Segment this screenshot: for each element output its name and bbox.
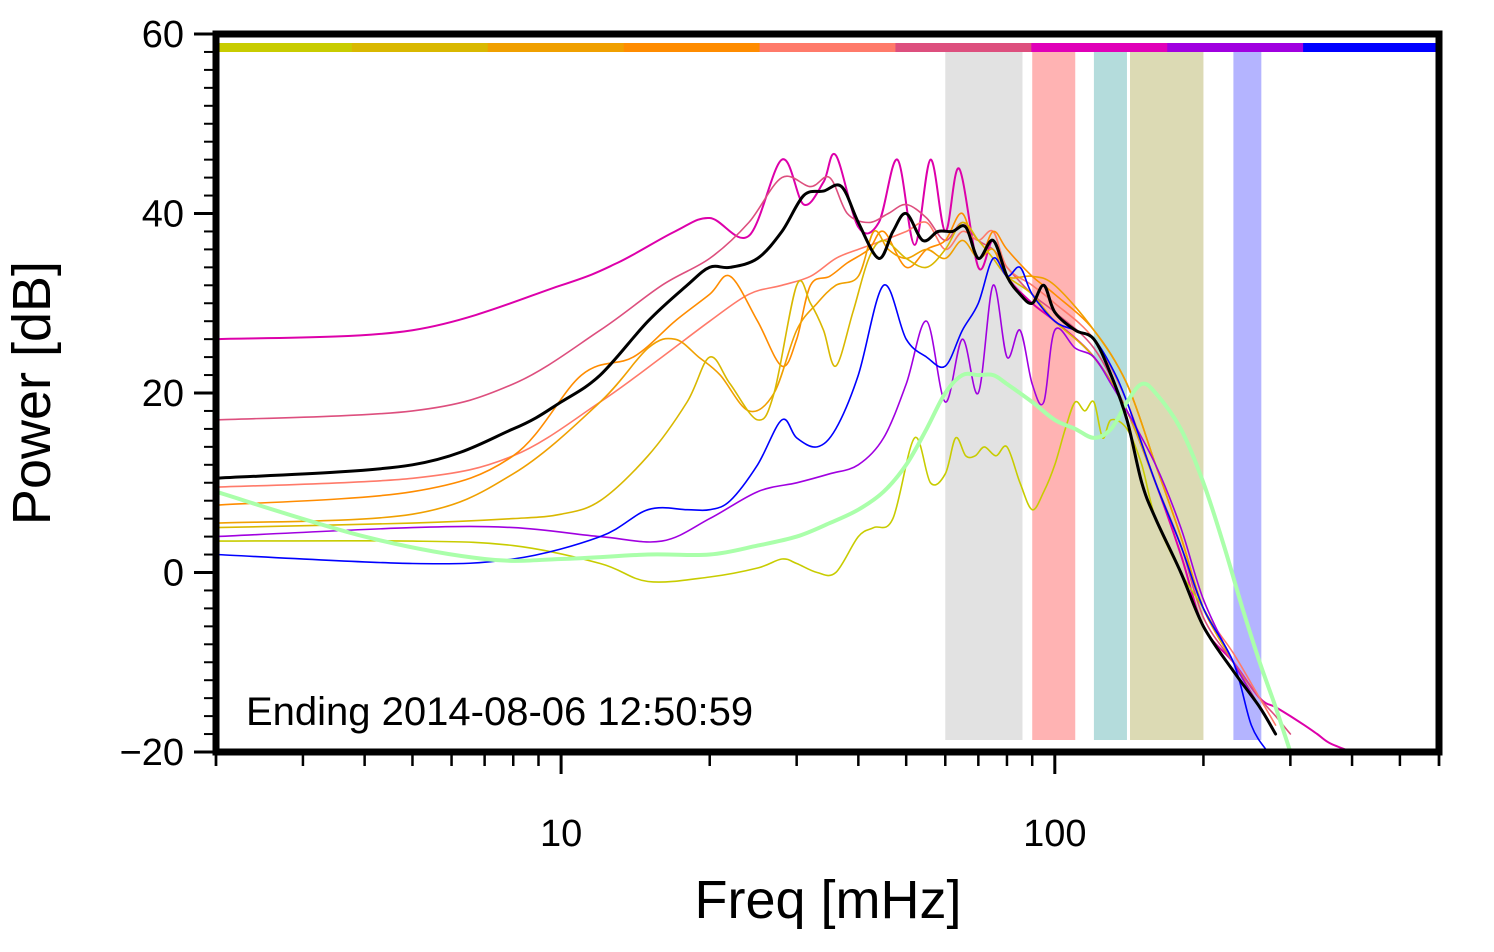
- x-axis-ticks: 10 100: [214, 752, 1441, 855]
- band-0: [945, 52, 1023, 740]
- x-tick-label: 100: [1023, 813, 1086, 855]
- x-axis-title: Freq [mHz]: [694, 870, 961, 930]
- color-bar-segment-5: [895, 43, 1032, 52]
- y-tick-label: −20: [120, 732, 184, 774]
- color-bar-segment-8: [1303, 43, 1440, 52]
- series-line-5: [216, 221, 1261, 708]
- band-1: [1032, 52, 1076, 740]
- color-bar-segment-6: [1031, 43, 1168, 52]
- series-line-6: [216, 400, 1261, 708]
- annotation-text: Ending 2014-08-06 12:50:59: [246, 690, 753, 734]
- color-bar-segment-4: [759, 43, 896, 52]
- y-axis-ticks: −20 0 20 40 60: [120, 14, 216, 774]
- color-bar-segment-2: [487, 43, 625, 52]
- x-tick-label: 10: [540, 813, 582, 855]
- y-tick-label: 40: [142, 194, 184, 236]
- y-tick-label: 60: [142, 14, 184, 56]
- y-tick-label: 0: [163, 553, 184, 595]
- band-3: [1130, 52, 1204, 740]
- band-4: [1233, 52, 1262, 740]
- series-line-4: [216, 229, 1277, 735]
- y-tick-label: 20: [142, 373, 184, 415]
- series-lines: [216, 152, 1401, 752]
- color-bar-segment-7: [1167, 43, 1304, 52]
- y-axis-title: Power [dB]: [2, 261, 62, 525]
- series-line-9: [216, 371, 1293, 752]
- series-line-10: [216, 183, 1278, 736]
- color-bar-segment-1: [351, 43, 489, 52]
- color-bar-segment-3: [623, 43, 761, 52]
- top-color-bar: [216, 43, 1440, 52]
- color-bar-segment-0: [216, 43, 353, 52]
- series-line-0: [216, 152, 1401, 752]
- series-line-8: [216, 257, 1269, 752]
- series-line-7: [216, 284, 1277, 735]
- band-2: [1093, 52, 1127, 740]
